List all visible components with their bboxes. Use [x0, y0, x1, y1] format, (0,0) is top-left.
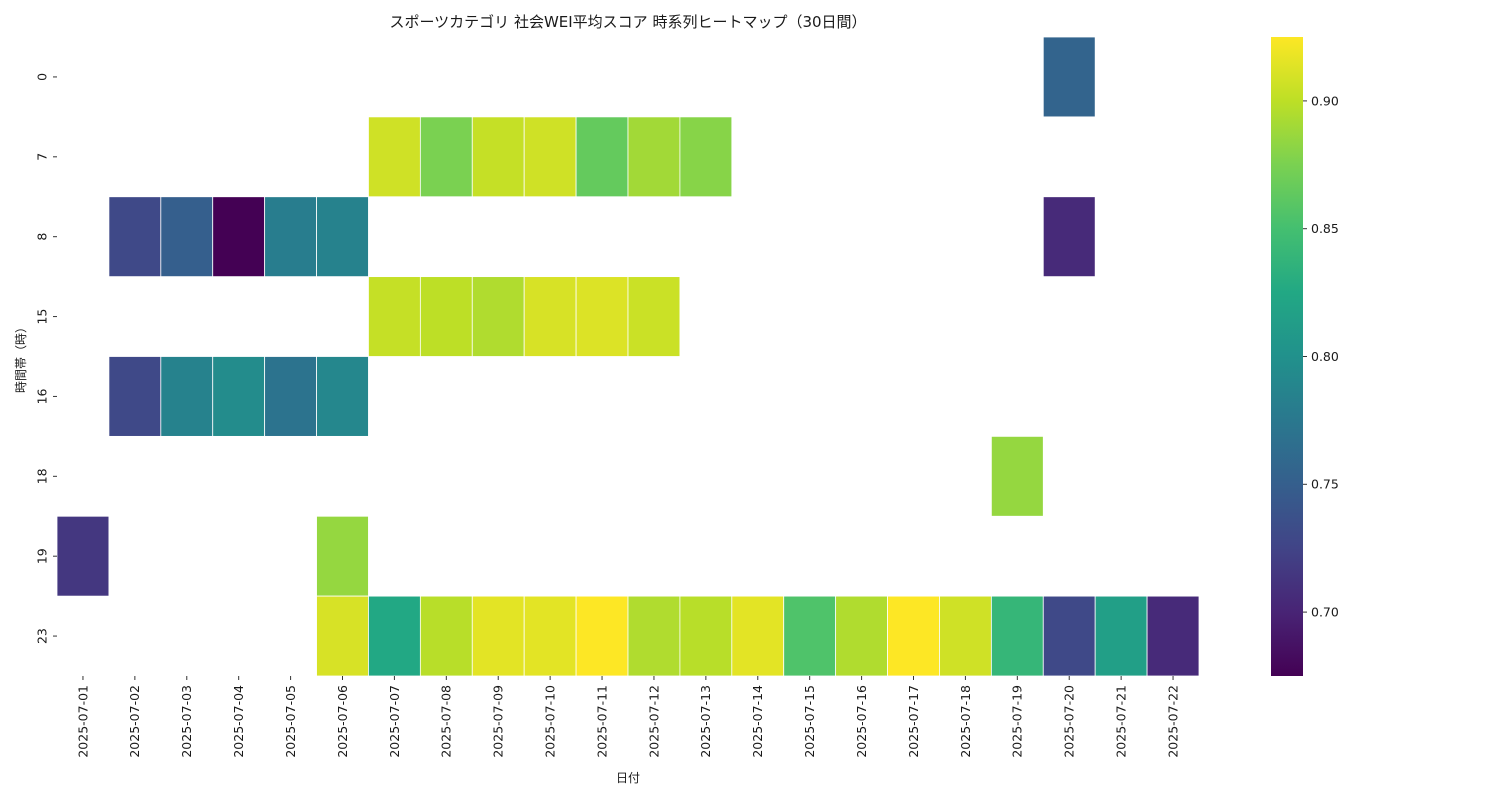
heatmap-cell	[939, 595, 992, 677]
y-tick-label: 0	[34, 73, 49, 81]
x-tick-label: 2025-07-10	[543, 685, 558, 758]
y-tick-label: 7	[34, 153, 49, 161]
heatmap-cell	[419, 276, 473, 357]
y-tick-label: 15	[34, 309, 49, 325]
x-tick-label: 2025-07-21	[1114, 685, 1129, 758]
x-tick-label: 2025-07-16	[854, 685, 869, 758]
x-tick-label: 2025-07-19	[1010, 685, 1025, 758]
heatmap-cell	[627, 276, 681, 357]
heatmap-cell	[471, 595, 525, 677]
y-tick-label: 23	[34, 628, 49, 644]
heatmap-cell	[419, 116, 473, 198]
x-tick-label: 2025-07-07	[387, 685, 402, 758]
colorbar-gradient	[1271, 37, 1303, 676]
heatmap-cell	[990, 435, 1044, 517]
x-tick-label: 2025-07-22	[1165, 685, 1180, 758]
heatmap-cell	[990, 595, 1044, 677]
y-tick-label: 19	[34, 548, 49, 564]
colorbar-tick-label: 0.70	[1311, 604, 1339, 619]
y-axis-ticks: 0 7 8 15 16 18 19 23	[34, 73, 57, 644]
heatmap-cell	[264, 196, 317, 278]
x-tick-label: 2025-07-02	[127, 685, 142, 758]
heatmap-cell	[679, 116, 733, 198]
heatmap-cell	[368, 116, 421, 198]
colorbar-ticks: 0.70 0.75 0.80 0.85 0.90	[1303, 93, 1339, 619]
heatmap-cell	[368, 595, 421, 677]
heatmap-cell	[575, 276, 629, 357]
x-tick-label: 2025-07-06	[335, 685, 350, 758]
heatmap-cell	[1042, 36, 1096, 118]
heatmap-cell	[316, 515, 369, 597]
heatmap-cell	[316, 196, 369, 278]
x-axis-label: 日付	[616, 771, 640, 785]
heatmap-cell	[212, 196, 266, 278]
x-tick-label: 2025-07-15	[802, 685, 817, 758]
heatmap-cell	[1146, 595, 1200, 677]
x-tick-label: 2025-07-01	[75, 685, 90, 758]
x-tick-label: 2025-07-14	[750, 685, 765, 758]
x-tick-label: 2025-07-05	[283, 685, 298, 758]
x-tick-label: 2025-07-18	[958, 685, 973, 758]
chart-title: スポーツカテゴリ 社会WEI平均スコア 時系列ヒートマップ（30日間）	[389, 13, 866, 31]
x-axis-ticks: 2025-07-01 2025-07-02 2025-07-03 2025-07-04…	[75, 676, 1180, 758]
heatmap-cell	[471, 276, 525, 357]
y-tick-label: 16	[34, 388, 49, 404]
heatmap-cell	[1042, 595, 1096, 677]
heatmap-cell	[471, 116, 525, 198]
heatmap-cell	[108, 356, 162, 437]
heatmap-cell	[835, 595, 888, 677]
x-tick-label: 2025-07-03	[179, 685, 194, 758]
colorbar-tick-label: 0.75	[1311, 477, 1339, 492]
heatmap-cell	[731, 595, 785, 677]
y-tick-label: 18	[34, 468, 49, 484]
heatmap-cell	[56, 515, 110, 597]
x-tick-label: 2025-07-17	[906, 685, 921, 758]
heatmap-cell	[679, 595, 733, 677]
heatmap-cells	[56, 36, 1200, 677]
x-tick-label: 2025-07-12	[646, 685, 661, 758]
heatmap-cell	[523, 276, 577, 357]
heatmap-cell	[575, 595, 629, 677]
heatmap-cell	[212, 356, 266, 437]
x-tick-label: 2025-07-09	[491, 685, 506, 758]
heatmap-cell	[368, 276, 421, 357]
heatmap-cell	[523, 595, 577, 677]
heatmap-cell	[419, 595, 473, 677]
heatmap-cell	[1042, 196, 1096, 278]
y-axis-label: 時間帯（時）	[14, 321, 28, 393]
heatmap-cell	[316, 595, 369, 677]
heatmap-cell	[264, 356, 317, 437]
colorbar-tick-label: 0.85	[1311, 221, 1339, 236]
heatmap-cell	[575, 116, 629, 198]
x-tick-label: 2025-07-13	[698, 685, 713, 758]
heatmap-cell	[627, 595, 681, 677]
y-tick-label: 8	[34, 233, 49, 241]
x-tick-label: 2025-07-11	[594, 685, 609, 758]
heatmap-cell	[160, 356, 214, 437]
heatmap-cell	[627, 116, 681, 198]
heatmap-cell	[1094, 595, 1148, 677]
colorbar-tick-label: 0.80	[1311, 349, 1339, 364]
x-tick-label: 2025-07-04	[231, 685, 246, 758]
heatmap-cell	[887, 595, 940, 677]
heatmap-cell	[316, 356, 369, 437]
x-tick-label: 2025-07-08	[439, 685, 454, 758]
heatmap-cell	[160, 196, 214, 278]
heatmap-cell	[783, 595, 837, 677]
colorbar: 0.70 0.75 0.80 0.85 0.90	[1271, 37, 1339, 676]
x-tick-label: 2025-07-20	[1062, 685, 1077, 758]
heatmap-cell	[108, 196, 162, 278]
heatmap-cell	[523, 116, 577, 198]
colorbar-tick-label: 0.90	[1311, 93, 1339, 108]
